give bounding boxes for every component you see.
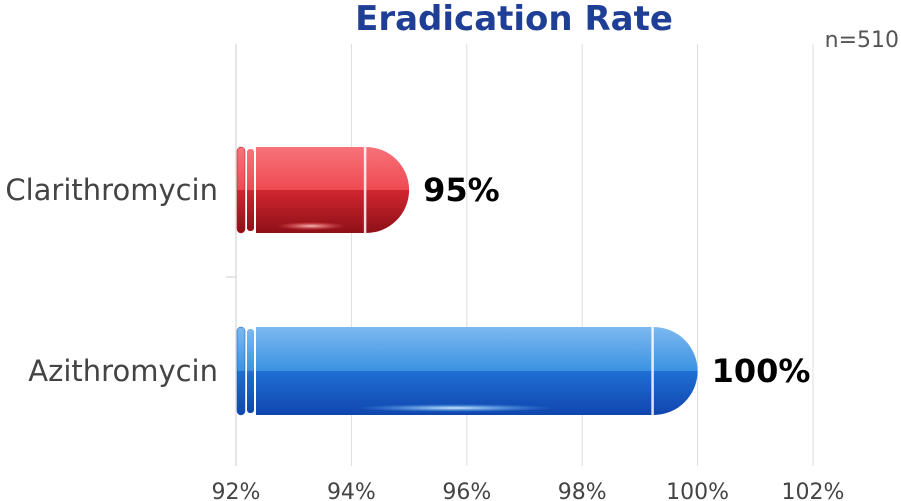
bar-glow xyxy=(355,404,555,412)
bar-rim xyxy=(236,326,246,416)
sample-size-note: n=510 xyxy=(825,28,899,53)
bars xyxy=(236,146,698,416)
value-labels: 95% 100% xyxy=(423,171,810,390)
x-tick-labels: 92% 94% 96% 98% 100% 102% xyxy=(212,480,845,501)
bar-azithromycin xyxy=(236,326,698,416)
x-tick-label: 102% xyxy=(782,480,845,501)
bar-body xyxy=(256,147,410,233)
bar-rim xyxy=(247,149,254,231)
x-tick-label: 98% xyxy=(558,480,607,501)
bar-body xyxy=(256,327,698,415)
bar-rim xyxy=(236,146,246,234)
bar-glow xyxy=(276,222,346,230)
category-label: Azithromycin xyxy=(28,354,218,388)
x-tick-label: 100% xyxy=(666,480,729,501)
category-label: Clarithromycin xyxy=(5,173,218,207)
bar-clarithromycin xyxy=(236,146,410,234)
x-tick-label: 94% xyxy=(327,480,376,501)
value-label: 95% xyxy=(423,171,500,209)
x-tick-label: 92% xyxy=(212,480,261,501)
value-label: 100% xyxy=(712,352,811,390)
category-labels: Clarithromycin Azithromycin xyxy=(5,173,218,388)
bar-rim xyxy=(247,329,254,413)
chart-title: Eradication Rate xyxy=(355,0,673,39)
x-tick-label: 96% xyxy=(442,480,491,501)
